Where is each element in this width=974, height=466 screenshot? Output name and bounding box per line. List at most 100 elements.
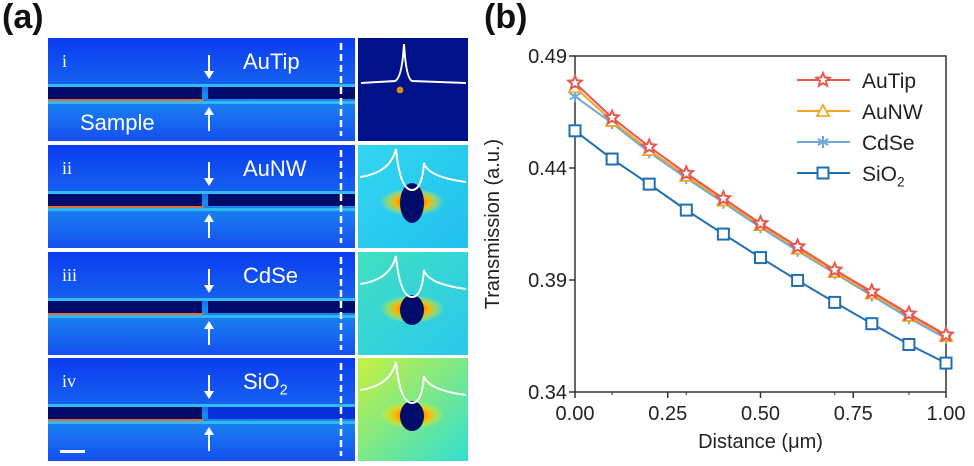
x-axis-label: Distance (μm) [698, 431, 823, 453]
square-marker [939, 356, 953, 370]
glow-top [48, 404, 355, 407]
waveguide-left [48, 407, 202, 419]
star-marker [825, 260, 844, 278]
waveguide-right [208, 87, 355, 99]
spectrum-curve [359, 361, 467, 405]
star-marker [714, 188, 733, 207]
series-AuTip [565, 73, 956, 343]
x-tick-label: 0.00 [556, 403, 595, 425]
row-1: i AuTip [48, 38, 468, 141]
legend-entry: AuTip [797, 70, 916, 93]
legend: AuTip AuNW CdSe SiO2 [797, 70, 923, 189]
material-label: CdSe [243, 263, 298, 288]
arrow-down-head [204, 178, 214, 186]
waveguide-left [48, 87, 202, 99]
triangle-marker [815, 103, 831, 117]
material-label: AuNW [243, 156, 307, 181]
sample-label: Sample [80, 110, 155, 135]
panel-b-label: (b) [484, 0, 528, 36]
legend-label: CdSe [862, 132, 915, 155]
glow-bottom [48, 205, 203, 208]
spectrum-curve [359, 148, 467, 192]
waveguide-right [208, 407, 355, 419]
y-axis-label: Transmission (a.u.) [482, 139, 504, 309]
square-marker [865, 317, 879, 331]
square-marker [816, 166, 830, 180]
glow-top [48, 191, 355, 194]
hotspot [396, 86, 404, 94]
x-tick-label: 1.00 [927, 403, 966, 425]
particle [400, 401, 424, 431]
star-marker [936, 325, 956, 343]
waveguide-left [48, 301, 202, 313]
asterisk-stroke [817, 138, 829, 146]
waveguide-right [208, 301, 355, 313]
asterisk-stroke [569, 92, 581, 101]
glow-top [48, 298, 355, 301]
legend-label: AuNW [862, 101, 923, 124]
square-marker [828, 295, 842, 309]
panel-a-label: (a) [2, 0, 44, 36]
material-label-subscript: 2 [280, 383, 288, 399]
glow-bottom [48, 98, 203, 101]
square-marker [754, 251, 767, 265]
x-tick-label: 0.25 [648, 403, 687, 425]
row-numeral: i [62, 51, 67, 71]
y-tick-label: 0.34 [528, 382, 567, 404]
scale-bar [60, 450, 85, 453]
spectrum-curve [360, 43, 467, 84]
square-marker [902, 338, 916, 352]
legend-label-subscript: 2 [897, 174, 905, 189]
star-marker [565, 73, 585, 91]
glow-bottom-2 [48, 208, 355, 211]
glow-top [48, 84, 355, 87]
legend-label: SiO2 [862, 163, 905, 189]
row-2: ii AuNW [48, 145, 468, 248]
y-tick-label: 0.49 [528, 46, 567, 68]
star-marker [677, 163, 696, 182]
y-tick-label: 0.44 [528, 158, 567, 180]
arrow-down-head [204, 71, 214, 79]
series-line [574, 86, 947, 337]
row-4: iv SiO2 [48, 358, 468, 461]
square-marker [568, 124, 582, 138]
star-marker [788, 237, 807, 255]
arrow-down-head [204, 391, 214, 399]
glow-bottom-2 [48, 101, 355, 104]
arrow-up-head [204, 321, 214, 329]
x-tick-label: 0.50 [741, 403, 780, 425]
square-marker [605, 152, 619, 166]
row-3: iii CdSe [48, 252, 468, 355]
glow-bottom-2 [48, 421, 355, 424]
star-marker [862, 282, 882, 300]
x-tick-label: 0.75 [834, 403, 873, 425]
square-marker [679, 203, 693, 217]
row-numeral: iv [62, 371, 76, 391]
star-marker [751, 213, 770, 232]
star-marker [813, 70, 833, 88]
glow-bottom-2 [48, 315, 355, 318]
arrow-down-head [204, 285, 214, 293]
square-marker [791, 273, 805, 287]
arrow-up-head [204, 214, 214, 222]
glow-bottom [48, 312, 203, 315]
waveguide-left [48, 194, 202, 206]
asterisk-marker [817, 136, 829, 148]
particle [400, 183, 424, 223]
legend-label: AuTip [862, 70, 916, 93]
arrow-up-head [204, 427, 214, 435]
legend-entry: CdSe [797, 132, 915, 155]
star-marker [602, 108, 622, 126]
y-tick-label: 0.39 [528, 270, 567, 292]
row-numeral: ii [62, 158, 72, 178]
spectrum-curve [359, 255, 467, 299]
waveguide-right [208, 194, 355, 206]
series-SiO [568, 124, 953, 370]
row-numeral: iii [62, 265, 77, 285]
star-marker [899, 304, 919, 322]
glow-bottom [48, 418, 203, 421]
field-maps: i AuTip ii AuNW iii CdSe iv SiO2 Sample [48, 38, 468, 461]
arrow-up-head [204, 107, 214, 115]
material-label: AuTip [243, 49, 300, 74]
